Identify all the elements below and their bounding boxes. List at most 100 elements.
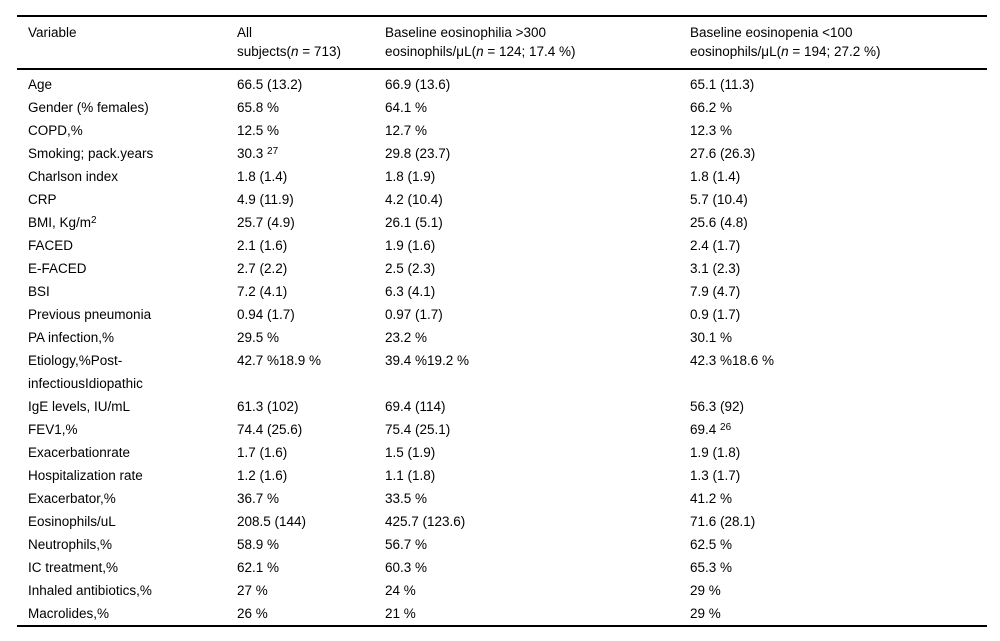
value-cell: 6.3 (4.1) <box>385 284 436 299</box>
table-row: Neutrophils,% 58.9 % 56.7 % 62.5 % <box>17 533 987 556</box>
value-cell: 1.8 (1.4) <box>237 169 288 184</box>
variable-cell: Charlson index <box>28 169 119 184</box>
value-cell: 4.9 (11.9) <box>237 192 294 207</box>
value-cell: 30.3 27 <box>237 145 279 161</box>
value-cell: 12.3 % <box>690 123 733 138</box>
value-cell: 0.97 (1.7) <box>385 307 443 322</box>
table-body: Age 66.5 (13.2) 66.9 (13.6) 65.1 (11.3) Gend… <box>17 69 987 626</box>
table-row: PA infection,% 29.5 % 23.2 % 30.1 % <box>17 326 987 349</box>
variable-cell: IgE levels, IU/mL <box>28 399 131 414</box>
variable-cell: Inhaled antibiotics,% <box>28 583 152 598</box>
variable-cell: Neutrophils,% <box>28 537 113 552</box>
value-cell: 56.3 (92) <box>690 399 745 414</box>
value-cell: 65.8 % <box>237 100 280 115</box>
value-cell: 64.1 % <box>385 100 428 115</box>
table-row: Inhaled antibiotics,% 27 % 24 % 29 % <box>17 579 987 602</box>
value-cell: 208.5 (144) <box>237 514 307 529</box>
table-row: BSI 7.2 (4.1) 6.3 (4.1) 7.9 (4.7) <box>17 280 987 303</box>
value-cell: 1.8 (1.4) <box>690 169 741 184</box>
variable-cell: BSI <box>28 284 50 299</box>
variable-cell: PA infection,% <box>28 330 115 345</box>
variable-cell: Exacerbationrate <box>28 445 131 460</box>
value-cell: 1.9 (1.6) <box>385 238 436 253</box>
variable-cell: Age <box>28 77 53 92</box>
table-row: IC treatment,% 62.1 % 60.3 % 65.3 % <box>17 556 987 579</box>
variable-cell: Previous pneumonia <box>28 307 152 322</box>
value-cell: 27.6 (26.3) <box>690 146 756 161</box>
value-cell: 1.7 (1.6) <box>237 445 288 460</box>
value-cell: 30.1 % <box>690 330 733 345</box>
baseline-characteristics-table: Variable All subjects(n = 713) Baseline eos… <box>17 15 987 627</box>
variable-cell: Smoking; pack.years <box>28 146 154 161</box>
table-row: FACED 2.1 (1.6) 1.9 (1.6) 2.4 (1.7) <box>17 234 987 257</box>
variable-cell: Eosinophils/uL <box>28 514 116 529</box>
column-header-1: Variable <box>28 25 77 40</box>
value-cell: 69.4 (114) <box>385 399 446 414</box>
value-cell: 21 % <box>385 606 416 621</box>
value-cell: 74.4 (25.6) <box>237 422 303 437</box>
value-cell: 62.1 % <box>237 560 280 575</box>
value-cell: 56.7 % <box>385 537 428 552</box>
value-cell: 60.3 % <box>385 560 428 575</box>
value-cell: 2.7 (2.2) <box>237 261 288 276</box>
value-cell: 0.94 (1.7) <box>237 307 295 322</box>
value-cell: 26 % <box>237 606 268 621</box>
table-row: FEV1,% 74.4 (25.6) 75.4 (25.1) 69.4 26 <box>17 418 987 441</box>
value-cell: 2.4 (1.7) <box>690 238 741 253</box>
variable-cell: CRP <box>28 192 57 207</box>
value-cell: 75.4 (25.1) <box>385 422 451 437</box>
table-row: Exacerbator,% 36.7 % 33.5 % 41.2 % <box>17 487 987 510</box>
value-cell: 26.1 (5.1) <box>385 215 443 230</box>
value-cell: 42.3 %18.6 % <box>690 353 775 368</box>
value-cell: 27 % <box>237 583 268 598</box>
variable-cell: FACED <box>28 238 74 253</box>
value-cell: 29 % <box>690 606 721 621</box>
value-cell: 42.7 %18.9 % <box>237 353 322 368</box>
value-cell: 29.5 % <box>237 330 280 345</box>
variable-cell: Hospitalization rate <box>28 468 143 483</box>
variable-cell: BMI, Kg/m2 <box>28 214 97 230</box>
column-header-4: Baseline eosinopenia <100 eosinophils/μL(… <box>690 25 881 59</box>
table-row: Age 66.5 (13.2) 66.9 (13.6) 65.1 (11.3) <box>17 69 987 96</box>
value-cell: 66.2 % <box>690 100 733 115</box>
value-cell: 2.1 (1.6) <box>237 238 288 253</box>
value-cell: 1.5 (1.9) <box>385 445 436 460</box>
variable-cell: Exacerbator,% <box>28 491 116 506</box>
value-cell: 69.4 26 <box>690 421 732 437</box>
table-row: Etiology,%Post-infectiousIdiopathic 42.7 … <box>17 349 987 395</box>
table-row: Macrolides,% 26 % 21 % 29 % <box>17 602 987 626</box>
table-row: Eosinophils/uL 208.5 (144) 425.7 (123.6) 71… <box>17 510 987 533</box>
header-row: Variable All subjects(n = 713) Baseline eos… <box>17 16 987 69</box>
value-cell: 71.6 (28.1) <box>690 514 756 529</box>
table-row: Previous pneumonia 0.94 (1.7) 0.97 (1.7) 0.… <box>17 303 987 326</box>
variable-cell: FEV1,% <box>28 422 78 437</box>
value-cell: 1.9 (1.8) <box>690 445 741 460</box>
value-cell: 12.5 % <box>237 123 280 138</box>
value-cell: 23.2 % <box>385 330 428 345</box>
value-cell: 4.2 (10.4) <box>385 192 443 207</box>
table-row: Smoking; pack.years 30.3 27 29.8 (23.7) 27.… <box>17 142 987 165</box>
table-row: IgE levels, IU/mL 61.3 (102) 69.4 (114) 56.… <box>17 395 987 418</box>
table-header: Variable All subjects(n = 713) Baseline eos… <box>17 16 987 69</box>
value-cell: 33.5 % <box>385 491 428 506</box>
value-cell: 24 % <box>385 583 416 598</box>
value-cell: 62.5 % <box>690 537 733 552</box>
value-cell: 29 % <box>690 583 721 598</box>
value-cell: 1.3 (1.7) <box>690 468 741 483</box>
column-header-3: Baseline eosinophilia >300 eosinophils/μL… <box>385 25 576 59</box>
value-cell: 29.8 (23.7) <box>385 146 451 161</box>
value-cell: 66.5 (13.2) <box>237 77 303 92</box>
table-row: COPD,% 12.5 % 12.7 % 12.3 % <box>17 119 987 142</box>
table-row: Hospitalization rate 1.2 (1.6) 1.1 (1.8) 1.… <box>17 464 987 487</box>
variable-cell: COPD,% <box>28 123 83 138</box>
table-row: CRP 4.9 (11.9) 4.2 (10.4) 5.7 (10.4) <box>17 188 987 211</box>
value-cell: 66.9 (13.6) <box>385 77 451 92</box>
table-row: Charlson index 1.8 (1.4) 1.8 (1.9) 1.8 (1.4… <box>17 165 987 188</box>
value-cell: 12.7 % <box>385 123 428 138</box>
value-cell: 36.7 % <box>237 491 280 506</box>
column-header-2: All subjects(n = 713) <box>237 25 341 59</box>
value-cell: 7.2 (4.1) <box>237 284 288 299</box>
value-cell: 1.8 (1.9) <box>385 169 436 184</box>
value-cell: 61.3 (102) <box>237 399 299 414</box>
